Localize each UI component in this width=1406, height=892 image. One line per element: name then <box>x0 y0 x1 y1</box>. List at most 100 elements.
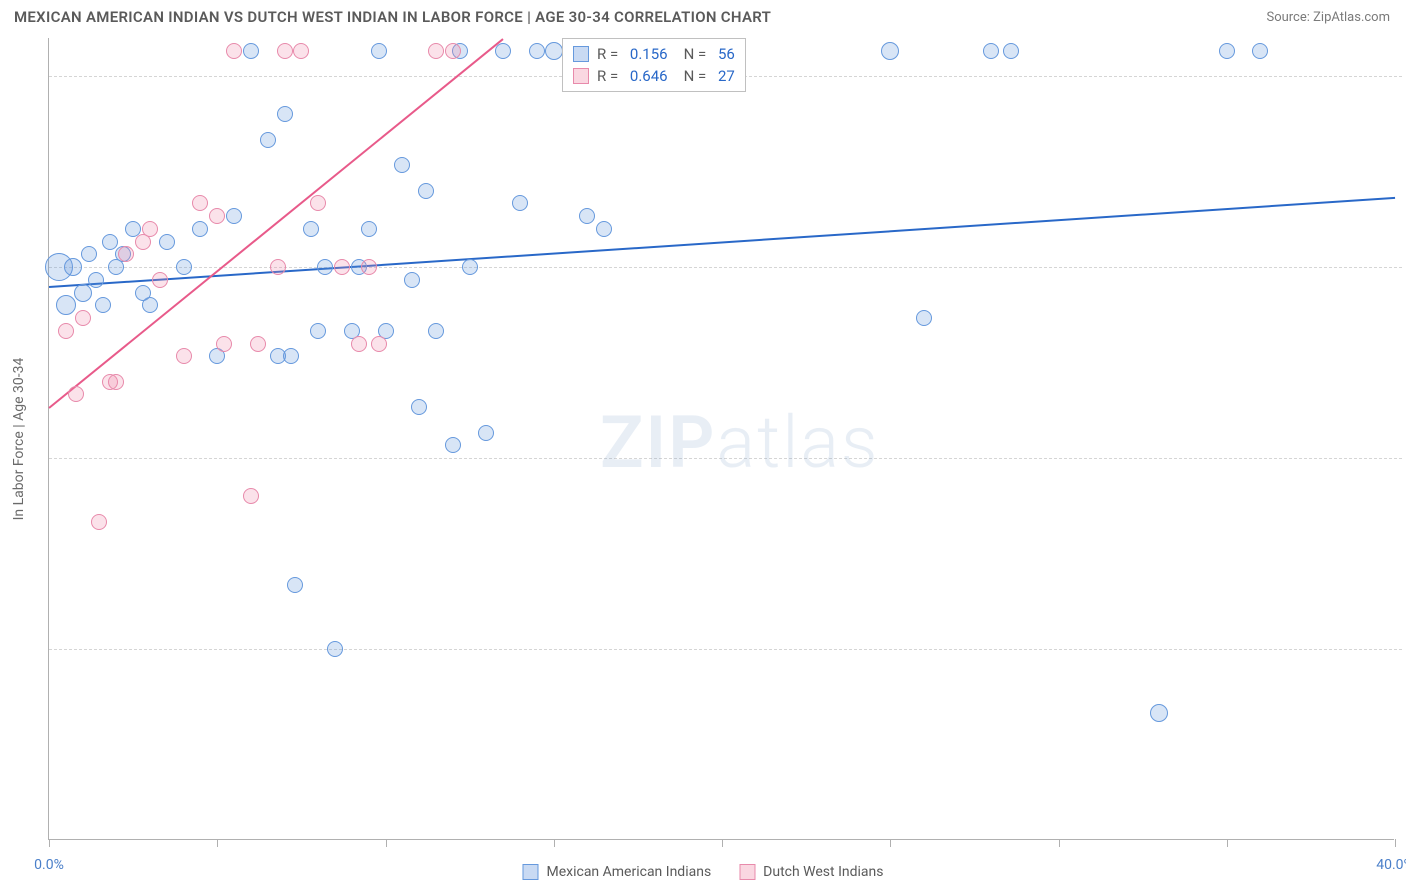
stat-R-value: 0.156 <box>630 45 668 63</box>
data-point <box>445 437 461 453</box>
data-point <box>478 425 494 441</box>
data-point <box>216 336 232 352</box>
data-point <box>243 488 259 504</box>
x-tick <box>1227 839 1228 847</box>
x-tick <box>890 839 891 847</box>
data-point <box>404 272 420 288</box>
data-point <box>226 208 242 224</box>
data-point <box>287 577 303 593</box>
x-tick <box>1059 839 1060 847</box>
data-point <box>75 310 91 326</box>
x-tick <box>386 839 387 847</box>
data-point <box>371 43 387 59</box>
chart-title: MEXICAN AMERICAN INDIAN VS DUTCH WEST IN… <box>14 8 771 26</box>
data-point <box>361 259 377 275</box>
data-point <box>74 284 92 302</box>
legend-swatch <box>573 46 589 62</box>
data-point <box>334 259 350 275</box>
data-point <box>64 258 82 276</box>
chart-source: Source: ZipAtlas.com <box>1266 10 1390 25</box>
data-point <box>445 43 461 59</box>
legend-series: Mexican American Indians Dutch West India… <box>522 864 883 880</box>
stat-N-value: 27 <box>718 67 735 85</box>
legend-swatch <box>739 864 755 880</box>
data-point <box>1003 43 1019 59</box>
stat-N-label: N = <box>684 45 710 63</box>
data-point <box>152 272 168 288</box>
data-point <box>512 195 528 211</box>
legend-swatch <box>573 68 589 84</box>
x-tick-label: 0.0% <box>34 857 64 873</box>
stat-R-label: R = <box>597 45 622 63</box>
data-point <box>428 43 444 59</box>
data-point <box>881 42 899 60</box>
data-point <box>250 336 266 352</box>
legend-swatch <box>522 864 538 880</box>
data-point <box>371 336 387 352</box>
legend-item: Dutch West Indians <box>739 864 883 880</box>
data-point <box>142 297 158 313</box>
data-point <box>462 259 478 275</box>
data-point <box>95 297 111 313</box>
data-point <box>118 246 134 262</box>
data-point <box>192 221 208 237</box>
legend-stats: R = 0.156 N = 56 R = 0.646 N = 27 <box>562 38 746 92</box>
legend-label: Mexican American Indians <box>546 864 711 880</box>
x-tick <box>49 839 50 847</box>
data-point <box>58 323 74 339</box>
data-point <box>88 272 104 288</box>
data-point <box>1150 704 1168 722</box>
plot-area: 55.0%70.0%85.0%100.0%0.0%40.0% <box>49 38 1394 839</box>
data-point <box>596 221 612 237</box>
data-point <box>418 183 434 199</box>
data-point <box>428 323 444 339</box>
legend-stat-row: R = 0.646 N = 27 <box>573 65 735 87</box>
data-point <box>108 374 124 390</box>
y-axis-label: In Labor Force | Age 30-34 <box>11 357 27 520</box>
data-point <box>270 259 286 275</box>
data-point <box>192 195 208 211</box>
x-tick-label: 40.0% <box>1376 857 1406 873</box>
stat-R-value: 0.646 <box>630 67 668 85</box>
data-point <box>495 43 511 59</box>
data-point <box>411 399 427 415</box>
data-point <box>56 295 76 315</box>
data-point <box>545 42 563 60</box>
data-point <box>394 157 410 173</box>
data-point <box>260 132 276 148</box>
data-point <box>91 514 107 530</box>
stat-R-label: R = <box>597 67 622 85</box>
data-point <box>983 43 999 59</box>
stat-N-value: 56 <box>718 45 735 63</box>
data-point <box>303 221 319 237</box>
data-point <box>142 221 158 237</box>
data-point <box>283 348 299 364</box>
stat-N-label: N = <box>684 67 710 85</box>
data-point <box>310 195 326 211</box>
data-point <box>351 336 367 352</box>
legend-label: Dutch West Indians <box>763 864 883 880</box>
data-point <box>361 221 377 237</box>
x-tick <box>1395 839 1396 847</box>
data-point <box>209 208 225 224</box>
legend-stat-row: R = 0.156 N = 56 <box>573 43 735 65</box>
data-point <box>176 259 192 275</box>
data-point <box>226 43 242 59</box>
legend-item: Mexican American Indians <box>522 864 711 880</box>
data-point <box>293 43 309 59</box>
data-point <box>579 208 595 224</box>
data-point <box>1219 43 1235 59</box>
data-point <box>1252 43 1268 59</box>
data-point <box>310 323 326 339</box>
data-point <box>317 259 333 275</box>
data-point <box>81 246 97 262</box>
data-point <box>277 43 293 59</box>
gridline <box>49 267 1402 268</box>
data-point <box>159 234 175 250</box>
data-point <box>102 234 118 250</box>
chart-header: MEXICAN AMERICAN INDIAN VS DUTCH WEST IN… <box>0 0 1406 32</box>
data-point <box>277 106 293 122</box>
data-point <box>327 641 343 657</box>
data-point <box>176 348 192 364</box>
data-point <box>243 43 259 59</box>
